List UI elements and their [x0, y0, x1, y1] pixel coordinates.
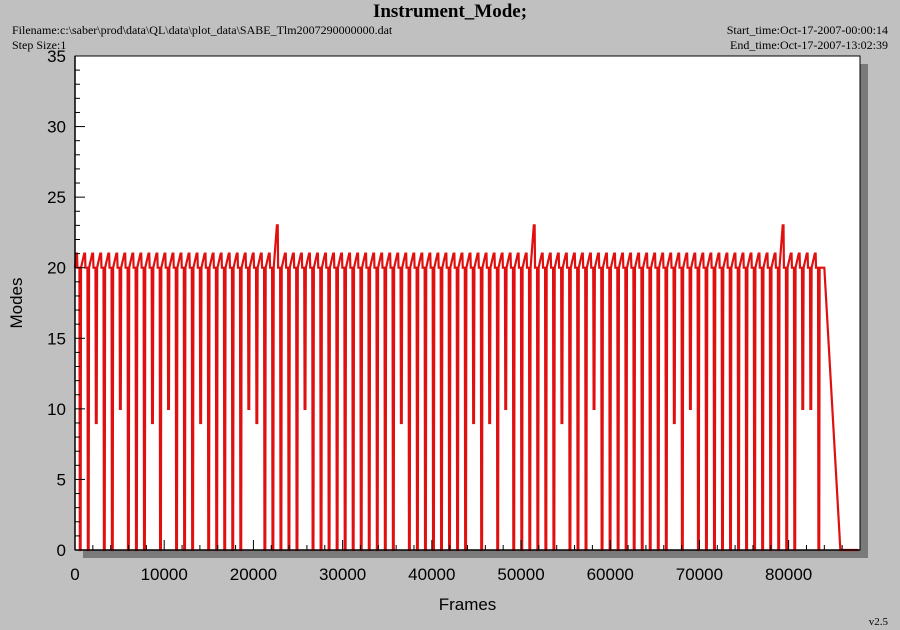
- start-time-label: Start_time:Oct-17-2007-00:00:14: [726, 23, 888, 37]
- x-tick-label: 20000: [230, 565, 277, 584]
- labels-layer: 0 5 10 15 20 25 30 35 0 10000 20000 30000 40000 50000…: [7, 47, 812, 614]
- y-axis-title: Modes: [7, 277, 26, 328]
- y-tick-label: 0: [57, 541, 66, 560]
- y-tick-label: 35: [47, 47, 66, 66]
- axes-layer: [74, 55, 861, 551]
- x-tick-label: 0: [70, 565, 79, 584]
- x-tick-label: 80000: [765, 565, 812, 584]
- version-label: v2.5: [868, 616, 888, 628]
- x-tick-label: 40000: [408, 565, 455, 584]
- x-tick-label: 70000: [676, 565, 723, 584]
- x-tick-label: 10000: [141, 565, 188, 584]
- x-tick-label: 30000: [319, 565, 366, 584]
- y-tick-label: 10: [47, 400, 66, 419]
- y-tick-label: 20: [47, 259, 66, 278]
- x-tick-label: 60000: [587, 565, 634, 584]
- chart-title: Instrument_Mode;: [372, 1, 528, 22]
- end-time-label: End_time:Oct-17-2007-13:02:39: [730, 38, 888, 52]
- y-tick-label: 30: [47, 118, 66, 137]
- y-tick-label: 5: [57, 470, 66, 489]
- filename-label: Filename:c:\saber\prod\data\QL\data\plot…: [12, 23, 393, 37]
- step-size-label: Step Size:1: [12, 38, 67, 52]
- y-tick-label: 15: [47, 329, 66, 348]
- x-tick-label: 50000: [497, 565, 544, 584]
- y-tick-label: 25: [47, 188, 66, 207]
- x-axis-title: Frames: [439, 595, 497, 614]
